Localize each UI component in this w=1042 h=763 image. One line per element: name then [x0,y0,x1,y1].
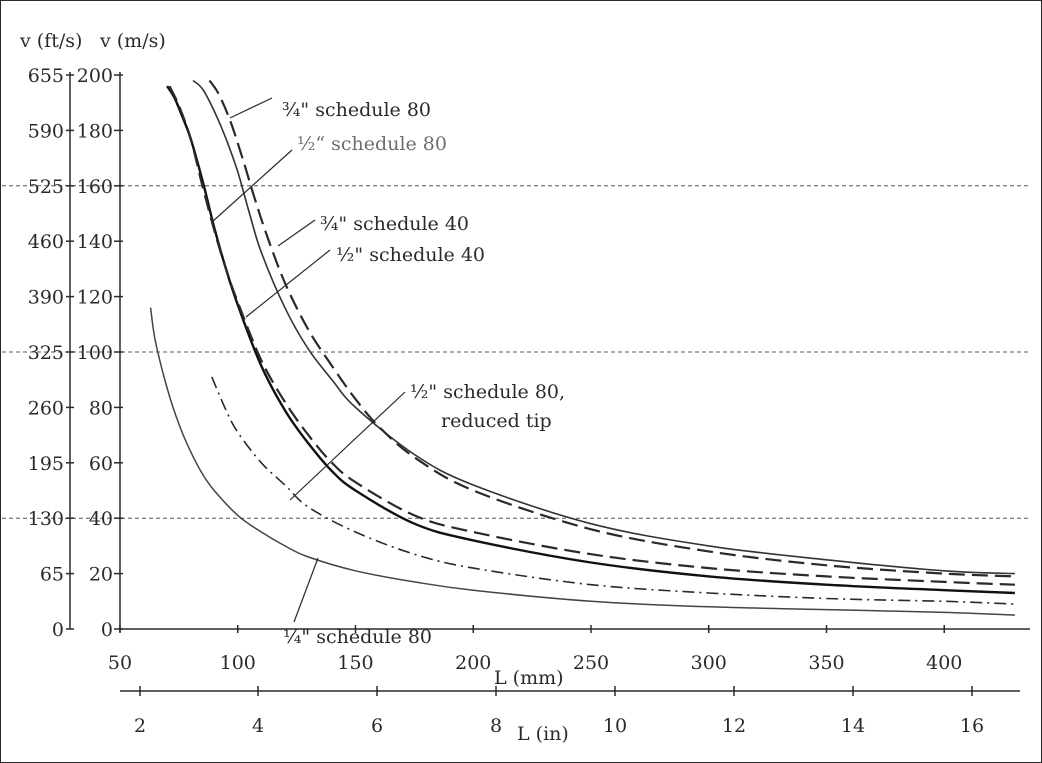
series-line--schedule-40 [166,85,1015,595]
y-tick-label-ms: 180 [77,120,113,142]
series-line--schedule-80-reduced-tip [211,376,1015,605]
x-tick-label-mm: 150 [337,652,373,674]
series-line--schedule-80 [192,79,1015,575]
x-tick-label-in: 4 [252,715,264,737]
label-34-schedule-80: ¾" schedule 80 [282,99,431,121]
series-line--schedule-40 [208,79,1015,578]
series-line--schedule-80 [149,307,1015,616]
x-tick-label-in: 6 [371,715,383,737]
y-tick-label-ms: 80 [89,397,113,419]
leader-34-s80 [229,97,273,119]
x-tick-label-in: 10 [603,715,627,737]
y-tick-label-ms: 140 [77,231,113,253]
x-axis-mm-title: L (mm) [494,667,564,689]
leader-34-s40 [277,219,316,247]
x-tick-label-mm: 350 [808,652,844,674]
x-tick-label-mm: 300 [691,652,727,674]
label-34-schedule-40: ¾" schedule 40 [320,213,469,235]
x-tick-label-in: 8 [490,715,502,737]
x-tick-label-mm: 50 [108,652,132,674]
series-line--schedule-80 [168,85,1015,586]
x-tick-label-in: 16 [960,715,984,737]
y-tick-label-fts: 390 [28,287,64,309]
y-tick-label-ms: 20 [89,564,113,586]
label-12-schedule-40: ½" schedule 40 [336,244,485,266]
leader-12-s80 [211,149,293,223]
x-tick-label-in: 14 [841,715,865,737]
y-tick-label-ms: 40 [89,508,113,530]
x-tick-label-in: 2 [134,715,146,737]
y-tick-label-fts: 525 [28,176,64,198]
y-tick-label-ms: 120 [77,287,113,309]
x-tick-label-in: 12 [722,715,746,737]
y-tick-label-fts: 590 [28,120,64,142]
y-tick-label-ms: 0 [101,619,113,641]
y-tick-label-ms: 200 [77,65,113,87]
x-tick-label-mm: 400 [926,652,962,674]
x-tick-label-mm: 100 [220,652,256,674]
y-tick-label-fts: 460 [28,231,64,253]
label-12-s80-reduced-line1: ½" schedule 80, [410,381,565,403]
y-tick-label-ms: 100 [77,342,113,364]
y-axis-right-title: v (m/s) [99,30,166,52]
y-tick-label-fts: 655 [28,65,64,87]
y-tick-label-ms: 60 [89,453,113,475]
label-12-s80-reduced-line2: reduced tip [441,410,552,432]
y-tick-label-fts: 325 [28,342,64,364]
x-tick-label-mm: 200 [455,652,491,674]
y-tick-label-fts: 260 [28,397,64,419]
y-axis-left-title: v (ft/s) [19,30,82,52]
label-12-schedule-80: ½“ schedule 80 [297,133,447,155]
x-tick-label-mm: 250 [573,652,609,674]
y-tick-label-fts: 0 [52,619,64,641]
y-tick-label-fts: 130 [28,508,64,530]
y-tick-label-ms: 160 [77,176,113,198]
leader-reduced-tip [289,391,406,501]
y-tick-label-fts: 195 [28,453,64,475]
y-tick-label-fts: 65 [40,564,64,586]
leader-14-s80 [293,557,319,623]
x-axis-in-title: L (in) [517,723,569,745]
leader-12-s40 [245,249,331,318]
label-14-schedule-80: ¼" schedule 80 [283,626,432,648]
